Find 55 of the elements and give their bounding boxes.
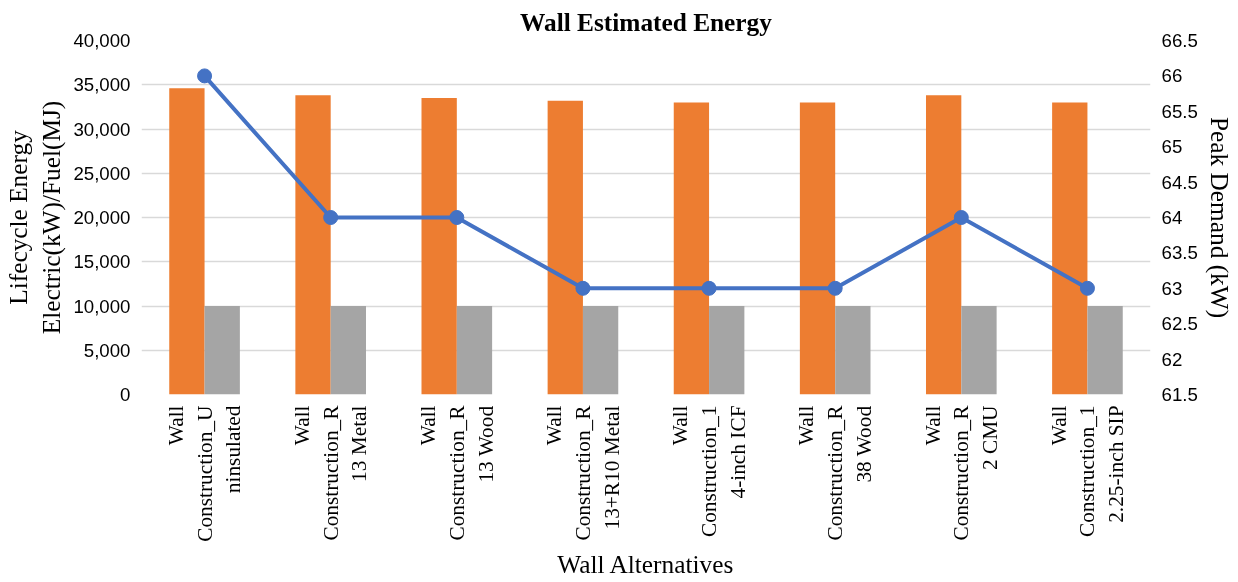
y-tick-label: 20,000 (73, 207, 131, 228)
y2-tick-label: 63.5 (1161, 242, 1198, 264)
bar (295, 95, 331, 395)
y-axis-title: Lifecycle Energy Electric(kW)/Fuel(MJ) (3, 100, 67, 335)
point (953, 210, 969, 225)
y-tick-label: 10,000 (73, 295, 131, 317)
x-tick-label: Wall Construction_14-inch ICF (668, 405, 750, 538)
bar (799, 102, 836, 395)
y-tick-label: 5,000 (83, 339, 131, 361)
bar (673, 102, 710, 395)
x-tick-label: Wall Construction_12.25-inch SIP (1046, 405, 1129, 538)
point (827, 280, 843, 296)
y2-tick-label: 63 (1161, 277, 1183, 299)
point (575, 280, 591, 296)
bar (835, 306, 871, 395)
x-tick-label: Wall Construction_Uninsulated (163, 405, 246, 542)
x-axis-title: Wall Alternatives (557, 549, 734, 578)
y-tick-label: 15,000 (73, 251, 131, 273)
bar (330, 306, 366, 395)
point (449, 210, 465, 225)
y2-tick-label: 65 (1161, 136, 1183, 158)
y2-tick-label: 65.5 (1161, 100, 1198, 122)
point (323, 210, 339, 225)
y2-axis-title: Peak Demand (kW) (1204, 116, 1234, 319)
bar (547, 100, 583, 395)
y2-tick-label: 66 (1161, 65, 1183, 87)
y2-tick-label: 61.5 (1161, 384, 1198, 405)
y-tick-label: 30,000 (73, 118, 131, 140)
bar (709, 306, 745, 395)
bar (1052, 102, 1088, 395)
bar (421, 98, 457, 395)
y2-tick-label: 66.5 (1161, 30, 1198, 51)
x-tick-label: Wall Construction_R38 Wood (794, 404, 876, 541)
bar (1087, 306, 1123, 395)
x-tick-label: Wall Construction_R2 CMU (920, 404, 1003, 541)
y2-tick-label: 62 (1161, 348, 1183, 370)
y-tick-label: 35,000 (73, 74, 131, 96)
y2-tick-label: 62.5 (1161, 313, 1198, 335)
y-tick-label: 0 (120, 384, 131, 405)
x-tick-label: Wall Construction_R13 Wood (416, 404, 498, 541)
bar (926, 95, 962, 395)
x-tick-label: Wall Construction_R13+R10 Metal (542, 404, 624, 541)
y-tick-label: 40,000 (73, 30, 131, 51)
bar (456, 306, 493, 395)
bar (961, 306, 997, 395)
bar (204, 306, 240, 395)
y-tick-label: 25,000 (73, 162, 131, 184)
point (1079, 280, 1095, 296)
chart-title: Wall Estimated Energy (520, 7, 773, 36)
y2-tick-label: 64 (1161, 207, 1183, 228)
y2-tick-label: 64.5 (1161, 171, 1198, 193)
point (197, 68, 213, 84)
bar (582, 306, 619, 395)
point (701, 280, 717, 296)
bar (169, 88, 205, 395)
